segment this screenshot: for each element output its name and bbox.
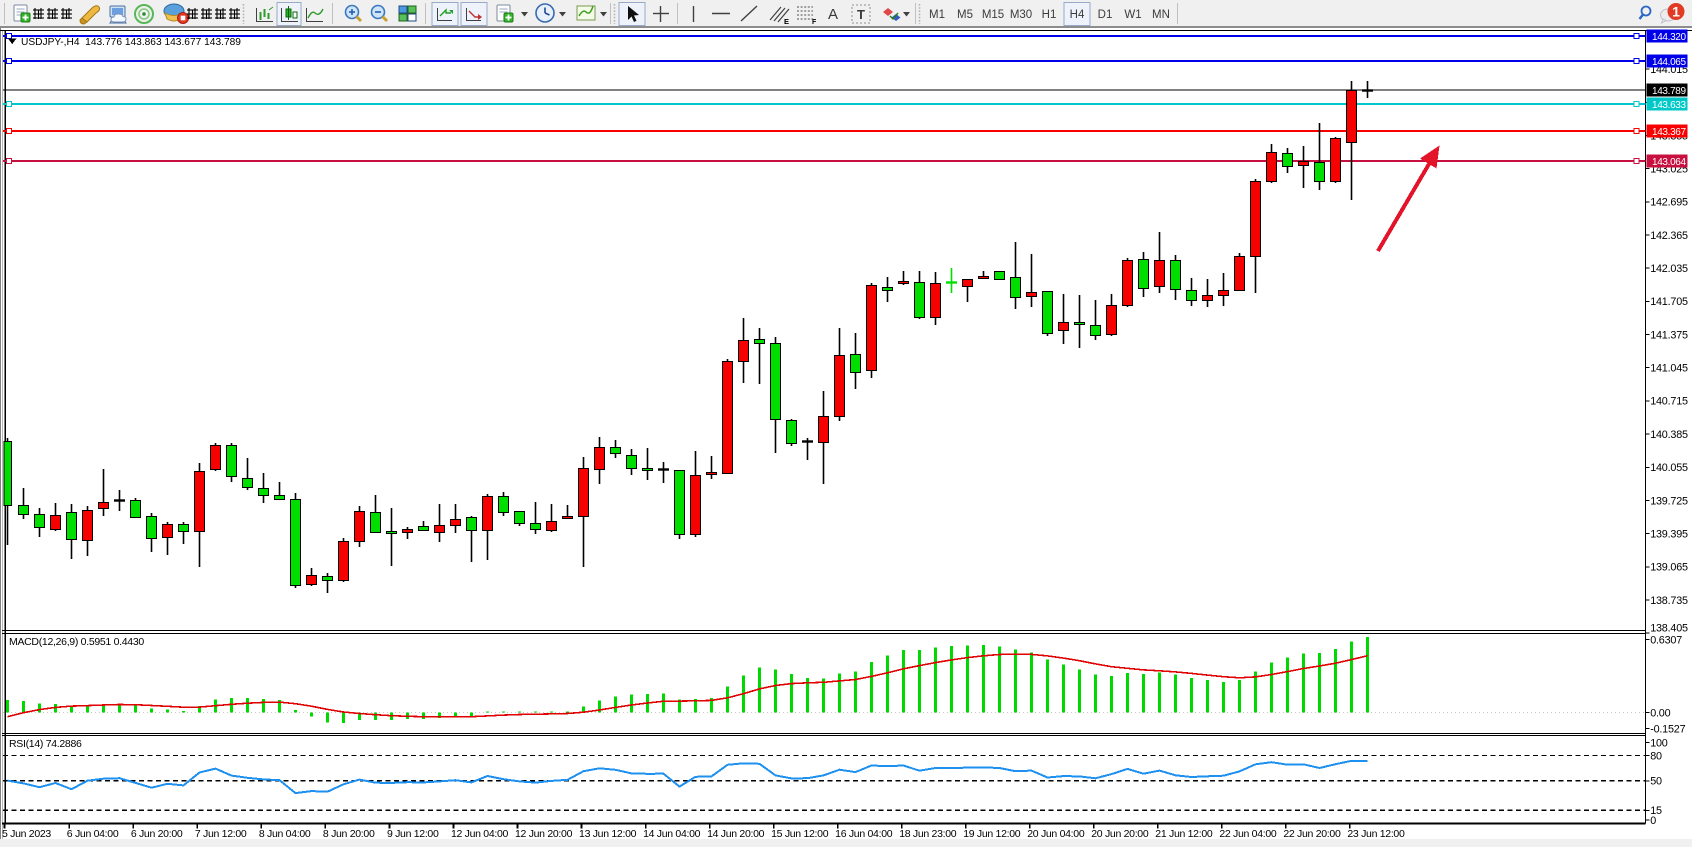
svg-text:6 Jun 04:00: 6 Jun 04:00 — [67, 828, 119, 840]
svg-text:W1: W1 — [1124, 9, 1141, 21]
svg-text:M1: M1 — [929, 9, 945, 21]
svg-text:143.064: 143.064 — [1652, 157, 1686, 168]
svg-text:144.065: 144.065 — [1652, 57, 1686, 68]
svg-text:18 Jun 23:00: 18 Jun 23:00 — [899, 828, 957, 840]
svg-text:139.395: 139.395 — [1650, 528, 1688, 540]
svg-text:7 Jun 12:00: 7 Jun 12:00 — [195, 828, 247, 840]
svg-text:21 Jun 12:00: 21 Jun 12:00 — [1155, 828, 1213, 840]
svg-text:5 Jun 2023: 5 Jun 2023 — [2, 828, 51, 840]
svg-text:13 Jun 12:00: 13 Jun 12:00 — [579, 828, 637, 840]
svg-text:139.065: 139.065 — [1650, 562, 1688, 574]
svg-text:50: 50 — [1650, 776, 1662, 788]
svg-text:8 Jun 04:00: 8 Jun 04:00 — [259, 828, 311, 840]
svg-text:140.385: 140.385 — [1650, 429, 1688, 441]
svg-text:142.695: 142.695 — [1650, 197, 1688, 209]
svg-text:0: 0 — [1650, 815, 1656, 827]
svg-text:138.405: 138.405 — [1650, 622, 1688, 634]
svg-text:USDJPY-,H4 143.776 143.863 14: USDJPY-,H4 143.776 143.863 143.677 143.7… — [21, 37, 241, 48]
svg-text:H1: H1 — [1042, 9, 1057, 21]
svg-text:A: A — [828, 6, 838, 23]
svg-text:142.035: 142.035 — [1650, 263, 1688, 275]
svg-text:16 Jun 04:00: 16 Jun 04:00 — [835, 828, 893, 840]
svg-text:100: 100 — [1650, 737, 1668, 749]
svg-text:141.375: 141.375 — [1650, 329, 1688, 341]
svg-text:6 Jun 20:00: 6 Jun 20:00 — [131, 828, 183, 840]
svg-text:20 Jun 20:00: 20 Jun 20:00 — [1091, 828, 1149, 840]
svg-text:E: E — [784, 17, 789, 26]
svg-text:0.6307: 0.6307 — [1650, 634, 1682, 646]
svg-text:15 Jun 12:00: 15 Jun 12:00 — [771, 828, 829, 840]
svg-text:14 Jun 04:00: 14 Jun 04:00 — [643, 828, 701, 840]
svg-text:23 Jun 12:00: 23 Jun 12:00 — [1347, 828, 1405, 840]
svg-text:139.725: 139.725 — [1650, 495, 1688, 507]
svg-text:142.365: 142.365 — [1650, 230, 1688, 242]
svg-text:141.705: 141.705 — [1650, 296, 1688, 308]
svg-text:8 Jun 20:00: 8 Jun 20:00 — [323, 828, 375, 840]
svg-text:1: 1 — [1672, 4, 1680, 20]
svg-text:T: T — [857, 7, 865, 22]
svg-text:15: 15 — [1650, 805, 1662, 817]
svg-text:D1: D1 — [1098, 9, 1113, 21]
svg-text:-0.1527: -0.1527 — [1650, 723, 1685, 735]
svg-text:143.789: 143.789 — [1652, 86, 1686, 97]
svg-text:12 Jun 04:00: 12 Jun 04:00 — [451, 828, 509, 840]
svg-text:M5: M5 — [957, 9, 973, 21]
svg-text:138.735: 138.735 — [1650, 595, 1688, 607]
svg-text:144.320: 144.320 — [1652, 32, 1686, 43]
svg-text:22 Jun 20:00: 22 Jun 20:00 — [1283, 828, 1341, 840]
svg-text:9 Jun 12:00: 9 Jun 12:00 — [387, 828, 439, 840]
svg-text:H4: H4 — [1070, 9, 1085, 21]
svg-text:0.00: 0.00 — [1650, 707, 1670, 719]
svg-text:12 Jun 20:00: 12 Jun 20:00 — [515, 828, 573, 840]
svg-text:22 Jun 04:00: 22 Jun 04:00 — [1219, 828, 1277, 840]
svg-text:143.367: 143.367 — [1652, 127, 1686, 138]
svg-text:F: F — [812, 19, 817, 26]
svg-text:14 Jun 20:00: 14 Jun 20:00 — [707, 828, 765, 840]
svg-text:20 Jun 04:00: 20 Jun 04:00 — [1027, 828, 1085, 840]
svg-text:143.633: 143.633 — [1652, 100, 1686, 111]
svg-text:19 Jun 12:00: 19 Jun 12:00 — [963, 828, 1021, 840]
svg-text:140.715: 140.715 — [1650, 396, 1688, 408]
svg-text:M15: M15 — [982, 9, 1004, 21]
svg-text:MN: MN — [1152, 9, 1170, 21]
svg-text:M30: M30 — [1010, 9, 1032, 21]
svg-text:MACD(12,26,9) 0.5951 0.4430: MACD(12,26,9) 0.5951 0.4430 — [9, 636, 144, 648]
svg-text:140.055: 140.055 — [1650, 462, 1688, 474]
svg-text:80: 80 — [1650, 750, 1662, 762]
svg-text:141.045: 141.045 — [1650, 363, 1688, 375]
svg-text:RSI(14) 74.2886: RSI(14) 74.2886 — [9, 738, 82, 750]
